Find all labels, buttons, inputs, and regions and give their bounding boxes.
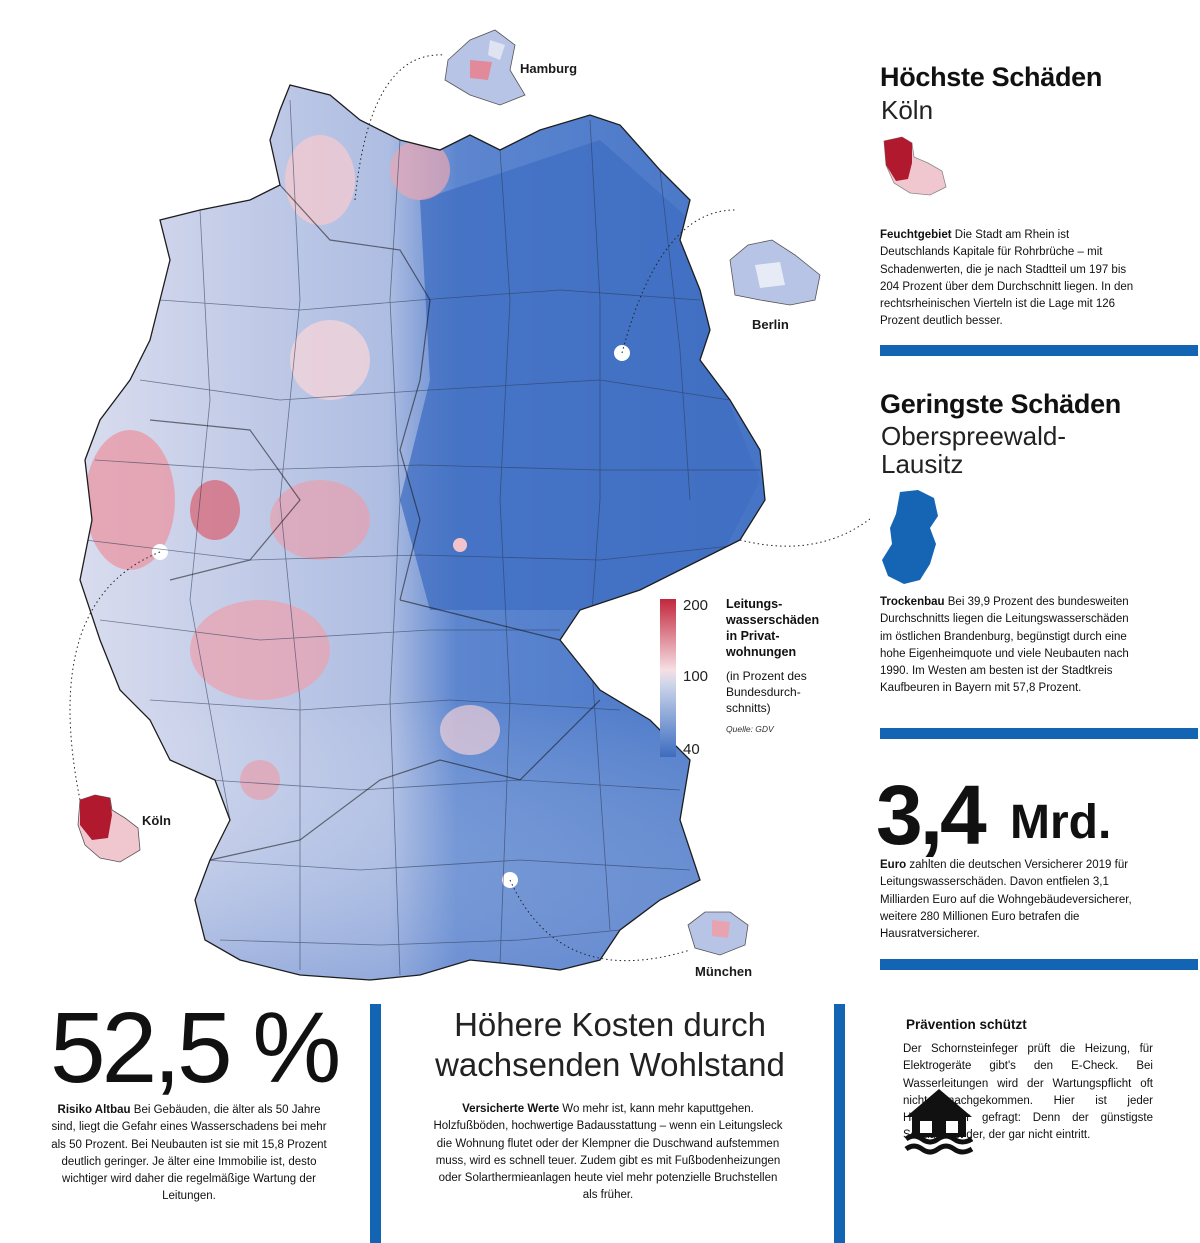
legend-subtitle: (in Prozent des Bundesdurch­schnitts)	[726, 669, 807, 715]
costs-title-line1: Höhere Kosten durch	[454, 1006, 766, 1043]
legend-color-scale	[660, 599, 676, 757]
lowest-place-line1: Oberspreewald-	[881, 421, 1066, 451]
muenchen-inset	[687, 911, 749, 956]
hamburg-inset	[444, 29, 526, 106]
altbau-lead: Risiko Altbau	[57, 1104, 131, 1116]
costs-title-line2: wachsenden Wohlstand	[435, 1046, 785, 1083]
costs-body: Wo mehr ist, kann mehr kaputtgehen. Holz…	[433, 1103, 783, 1202]
highest-text: Feuchtgebiet Die Stadt am Rhein ist Deut…	[880, 227, 1142, 331]
lowest-body: Bei 39,9 Prozent des bundesweiten Durchs…	[880, 596, 1129, 695]
highest-body: Die Stadt am Rhein ist Deutschlands Kapi…	[880, 229, 1134, 328]
hamburg-label: Hamburg	[520, 61, 578, 76]
divider-bar	[880, 728, 1198, 739]
column-divider	[834, 1004, 845, 1243]
column-divider	[370, 1004, 381, 1243]
total-number: 3,4	[876, 768, 987, 862]
berlin-inset	[729, 239, 821, 306]
germany-map	[69, 29, 870, 981]
costs-lead: Versicherte Werte	[462, 1103, 560, 1115]
legend-min: 40	[683, 741, 700, 758]
oberspreewald-shape-icon	[882, 490, 938, 584]
total-text: Euro zahlten die deutschen Versicherer 2…	[880, 857, 1142, 943]
altbau-body: Bei Gebäuden, die älter als 50 Jahre sin…	[51, 1104, 327, 1203]
muenchen-label: München	[695, 964, 753, 979]
koeln-inset	[77, 794, 141, 863]
legend-mid: 100	[683, 668, 709, 685]
altbau-percentage: 52,5 %	[50, 992, 341, 1104]
flooded-house-icon	[904, 1089, 974, 1155]
lowest-place-line2: Lausitz	[881, 449, 964, 479]
altbau-text: Risiko Altbau Bei Gebäuden, die älter al…	[44, 1102, 334, 1206]
lowest-title: Geringste Schäden	[880, 389, 1121, 419]
koeln-shape-icon	[883, 136, 947, 196]
highest-lead: Feuchtgebiet	[880, 229, 952, 241]
divider-bar	[880, 345, 1198, 356]
berlin-label: Berlin	[752, 317, 789, 332]
highest-title: Höchste Schäden	[880, 62, 1103, 92]
total-body: zahlten die deutschen Versicherer 2019 f…	[880, 859, 1132, 941]
prevention-title: Prävention schützt	[906, 1017, 1027, 1032]
costs-title: Höhere Kosten durch wachsenden Wohlstand	[410, 1005, 810, 1085]
costs-text: Versicherte Werte Wo mehr ist, kann mehr…	[433, 1101, 783, 1205]
lowest-text: Trockenbau Bei 39,9 Prozent des bundeswe…	[880, 594, 1142, 698]
total-lead: Euro	[880, 859, 907, 871]
legend-source: Quelle: GDV	[726, 724, 774, 734]
koeln-label: Köln	[142, 813, 171, 828]
legend-title: Leitungs­wasserschä­den in Privat­wohnun…	[726, 597, 820, 659]
legend-max: 200	[683, 597, 709, 614]
lowest-lead: Trockenbau	[880, 596, 945, 608]
divider-bar	[880, 959, 1198, 970]
total-unit: Mrd.	[1010, 796, 1112, 849]
highest-place: Köln	[881, 95, 934, 125]
map-area: Hamburg Berlin Köln München 200 100 40 L…	[69, 29, 870, 981]
